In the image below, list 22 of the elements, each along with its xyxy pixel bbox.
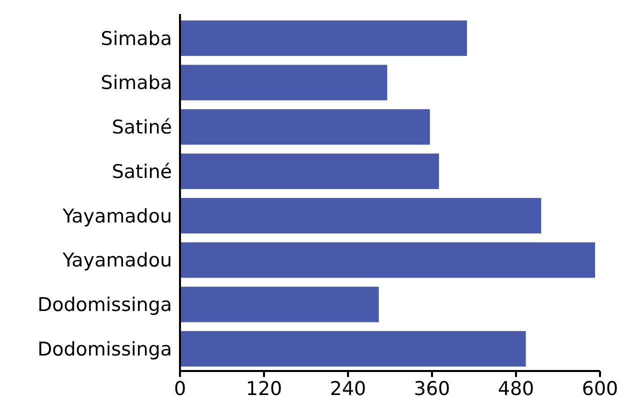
- bar: [180, 331, 526, 367]
- bar: [180, 20, 467, 56]
- bar: [180, 109, 430, 145]
- y-tick-label: Yayamadou: [62, 205, 172, 228]
- x-tick-label: 0: [174, 378, 186, 400]
- x-tick-label: 360: [414, 378, 450, 400]
- y-tick-label: Simaba: [100, 28, 172, 50]
- bar: [180, 286, 379, 322]
- bar: [180, 242, 596, 278]
- y-tick-label: Satiné: [112, 160, 172, 183]
- y-tick-label: Yayamadou: [62, 250, 172, 272]
- y-tick-label: Dodomissinga: [37, 294, 172, 316]
- bar: [180, 154, 439, 190]
- x-tick-label: 240: [330, 378, 366, 400]
- x-tick-label: 600: [582, 378, 618, 400]
- y-tick-label: Simaba: [100, 72, 172, 94]
- y-tick-label: Satiné: [112, 116, 172, 139]
- x-tick-label: 480: [498, 378, 534, 400]
- bar: [180, 64, 388, 100]
- x-tick-label: 120: [246, 378, 282, 400]
- y-tick-label: Dodomissinga: [37, 338, 172, 360]
- bar: [180, 198, 542, 234]
